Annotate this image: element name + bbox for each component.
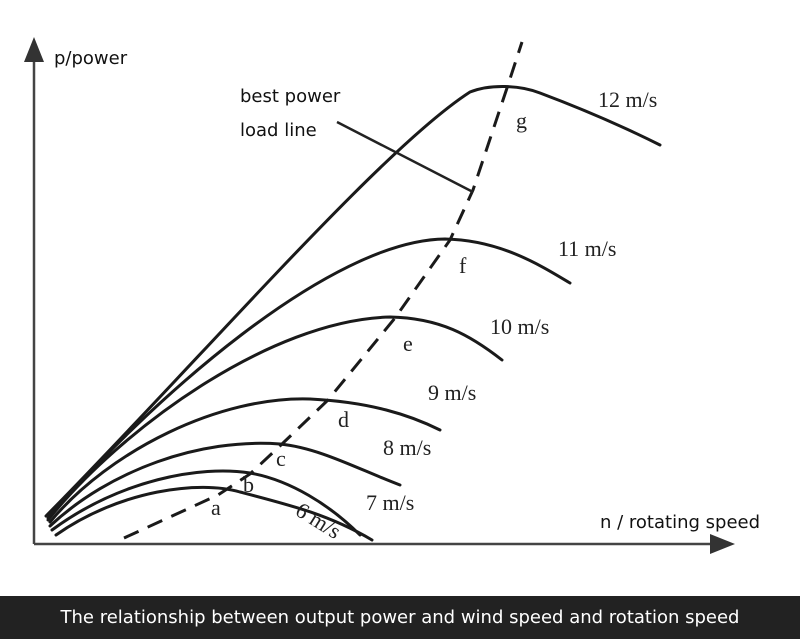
curve-10ms	[46, 315, 504, 522]
point-c: c	[276, 446, 286, 471]
annotation-leader	[336, 120, 474, 194]
curve-11ms	[46, 237, 572, 520]
label-6ms: 6 m/s	[291, 497, 345, 544]
curve-6ms	[54, 485, 374, 542]
x-axis-label: n / rotating speed	[600, 512, 760, 533]
curve-9ms	[48, 397, 442, 524]
label-10ms: 10 m/s	[490, 314, 549, 339]
point-g: g	[516, 108, 527, 133]
curve-8ms	[48, 441, 402, 528]
y-axis-label: p/power	[54, 48, 128, 69]
label-8ms: 8 m/s	[383, 435, 431, 460]
curve-12ms	[44, 84, 662, 518]
label-11ms: 11 m/s	[558, 236, 616, 261]
caption-bar: The relationship between output power an…	[0, 596, 800, 639]
label-12ms: 12 m/s	[598, 87, 657, 112]
point-d: d	[338, 407, 349, 432]
caption-text: The relationship between output power an…	[60, 607, 740, 628]
best-power-load-line	[123, 41, 524, 540]
point-f: f	[459, 253, 467, 278]
power-curve-diagram: p/power n / rotating speed best power lo…	[24, 37, 760, 554]
annotation-load-line: load line	[240, 120, 317, 141]
point-a: a	[211, 495, 221, 520]
point-b: b	[243, 472, 254, 497]
point-e: e	[403, 331, 413, 356]
label-9ms: 9 m/s	[428, 380, 476, 405]
annotation-best-power: best power	[240, 86, 341, 107]
label-7ms: 7 m/s	[366, 490, 414, 515]
curve-7ms	[50, 469, 362, 537]
